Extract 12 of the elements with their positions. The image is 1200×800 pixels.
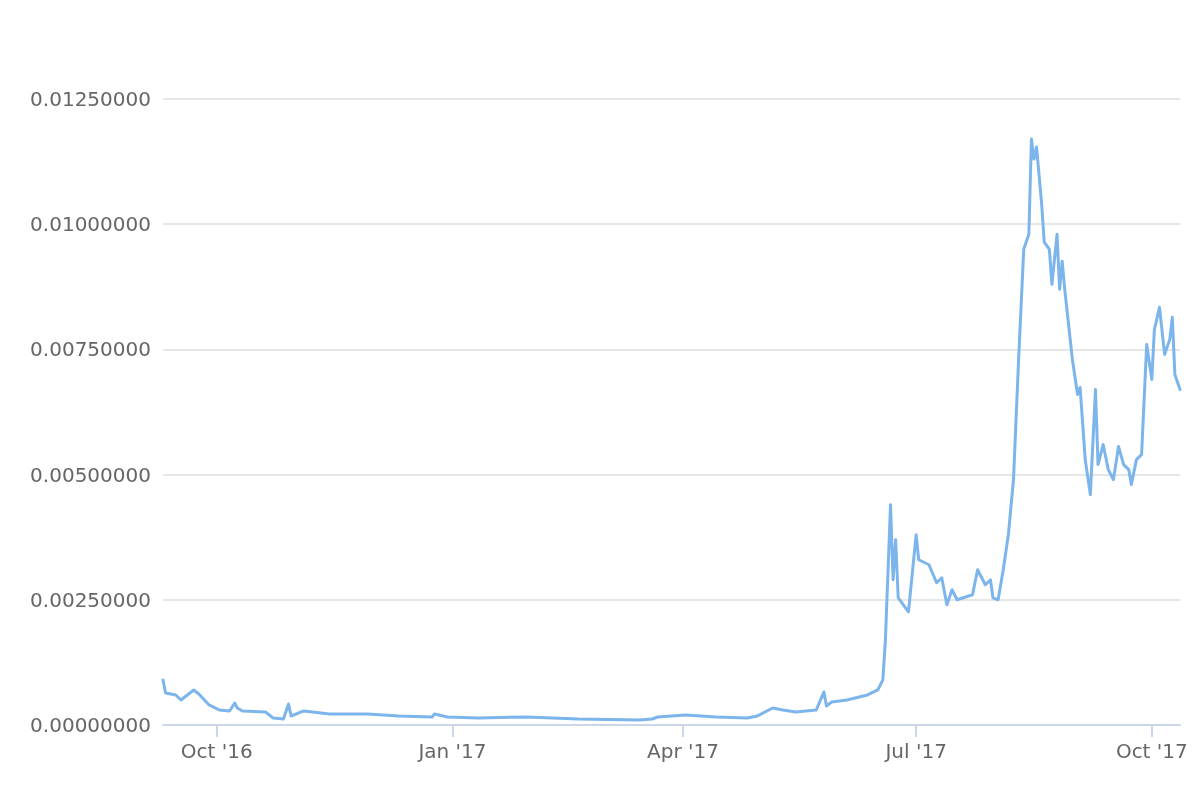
y-tick-label: 0.00500000 (30, 462, 151, 487)
y-tick-label: 0.01000000 (30, 212, 151, 237)
x-tick-label: Jul '17 (883, 739, 947, 763)
y-tick-label: 0.01250000 (30, 87, 151, 111)
x-tick-label: Oct '17 (1115, 739, 1188, 763)
x-tick-label: Oct '16 (180, 739, 253, 763)
x-tick-label: Jan '17 (416, 739, 487, 763)
line-series (161, 137, 1182, 722)
y-tick-label: 0.00750000 (30, 337, 151, 362)
x-tick-label: Apr '17 (647, 739, 719, 763)
y-tick-label: 0.00000000 (30, 713, 151, 737)
y-tick-label: 0.00250000 (30, 587, 151, 612)
